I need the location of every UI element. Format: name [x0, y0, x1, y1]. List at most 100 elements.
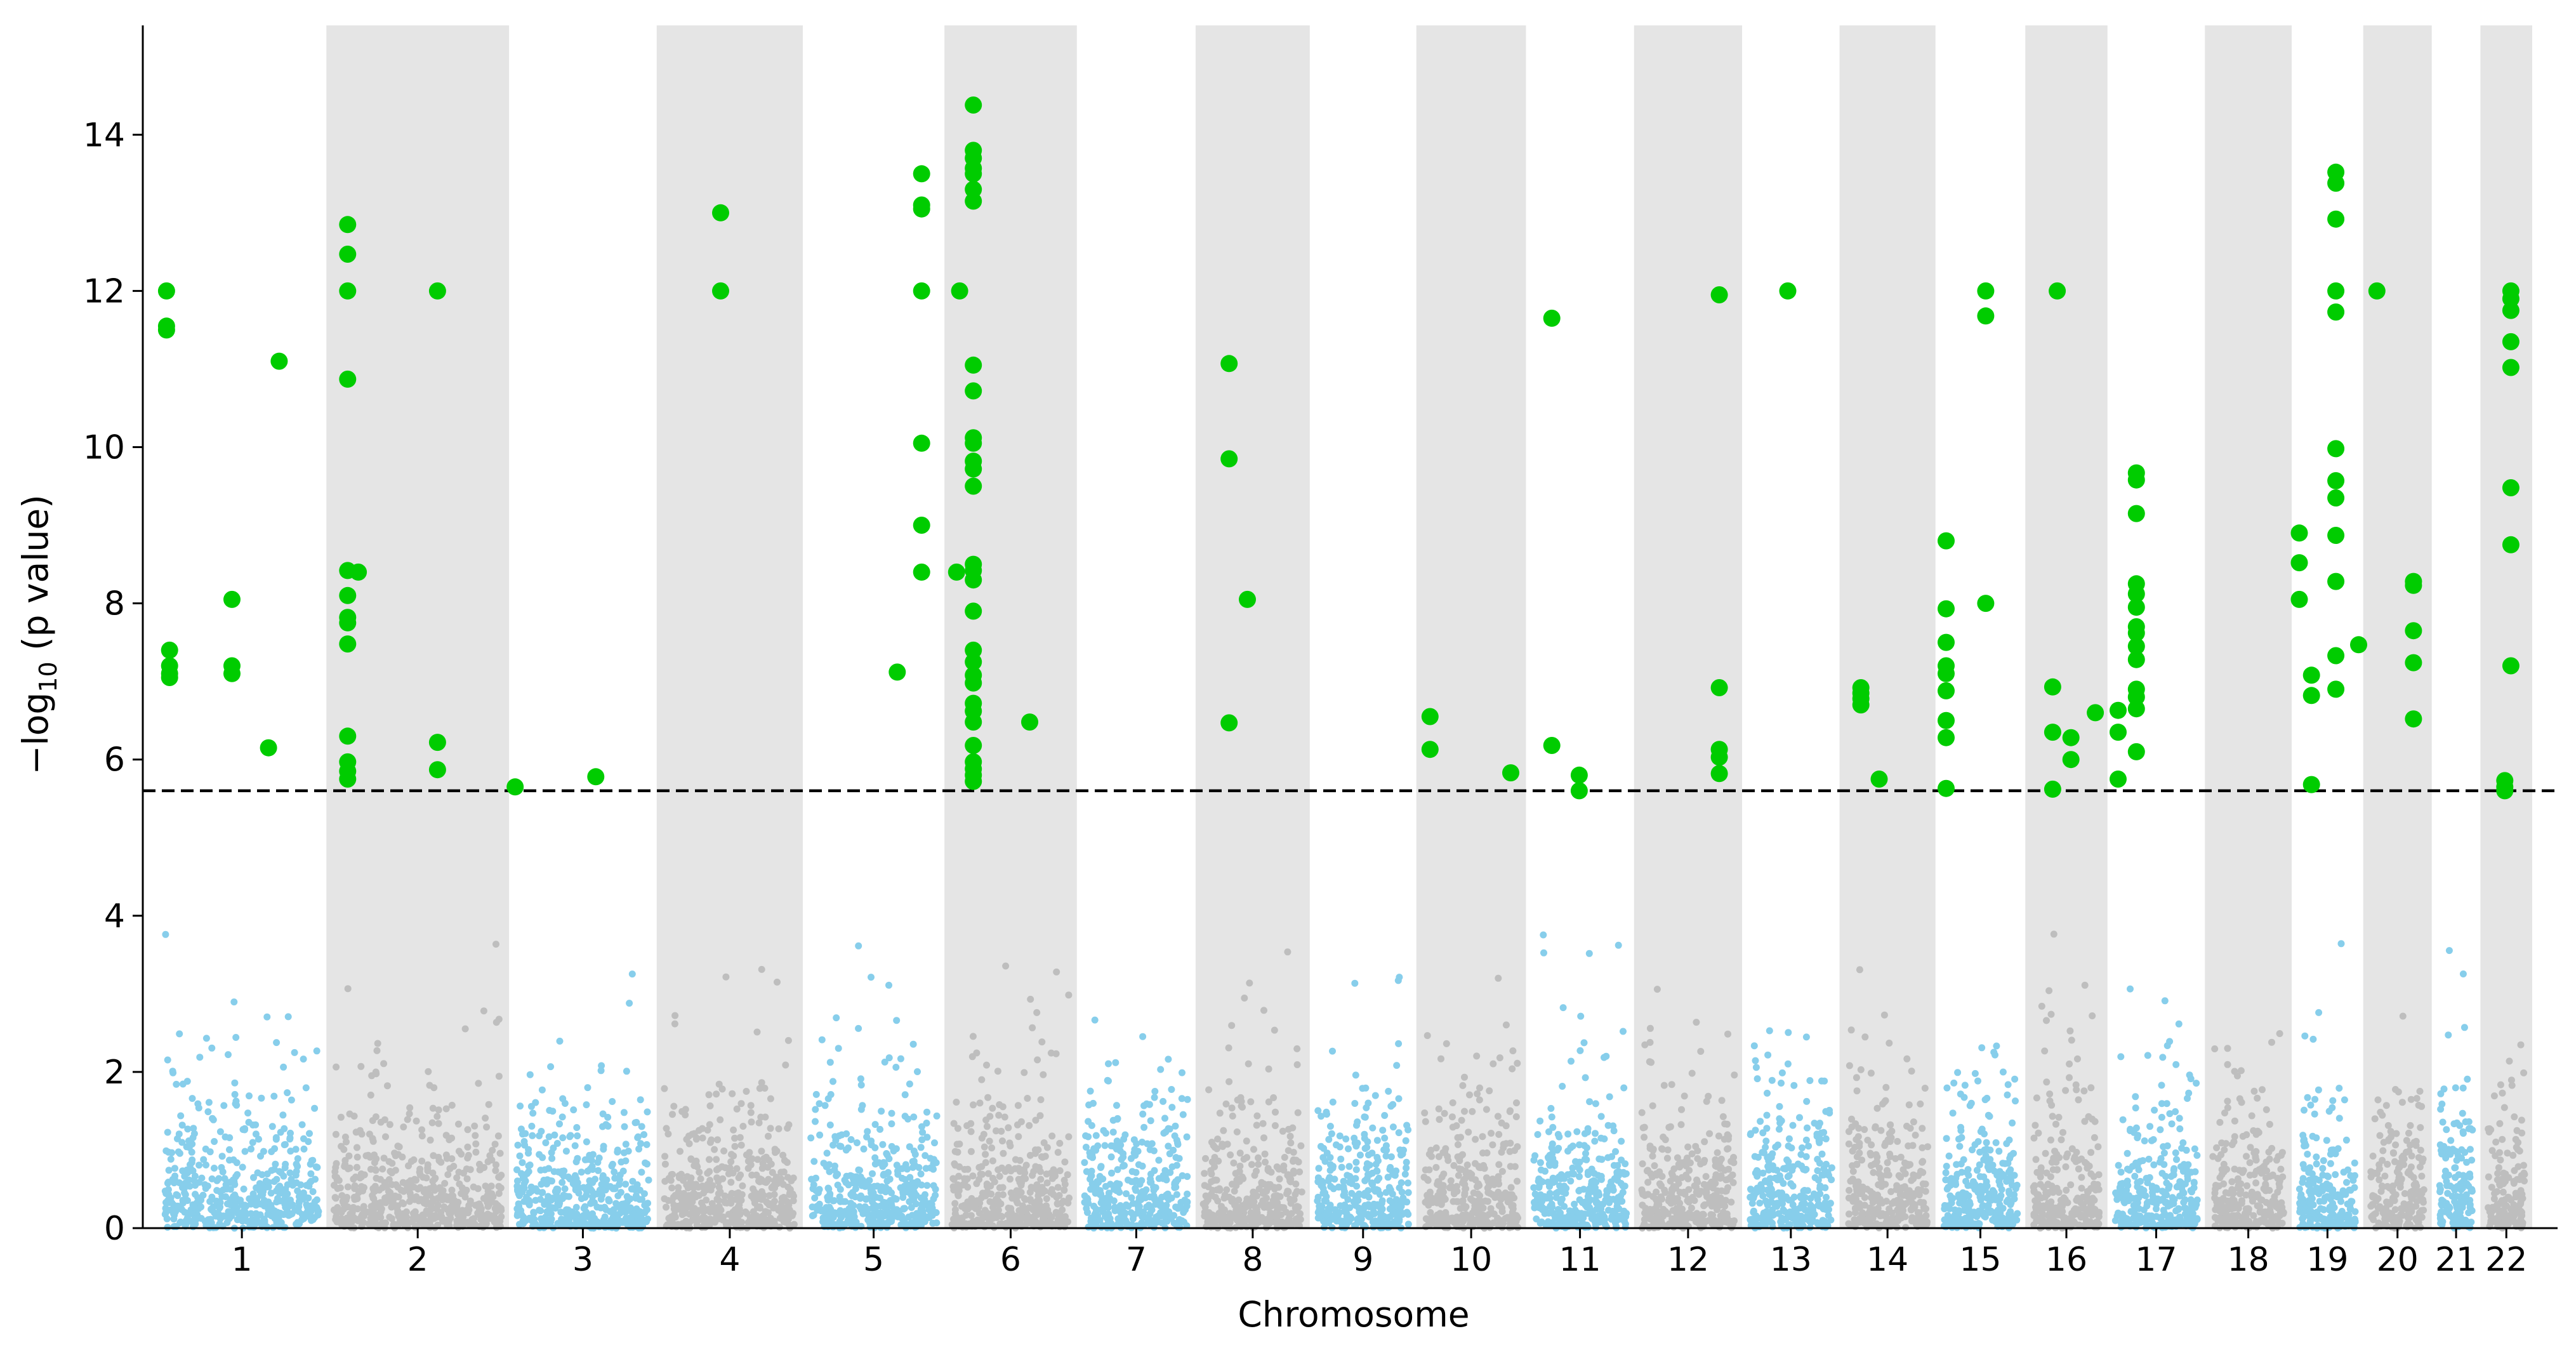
background-point: [525, 1214, 533, 1222]
background-point: [812, 1090, 820, 1098]
background-point: [1440, 1215, 1448, 1222]
background-point: [1219, 1141, 1226, 1148]
background-point: [910, 1113, 918, 1121]
background-point: [1764, 1051, 1772, 1059]
background-point: [595, 1155, 603, 1161]
background-point: [516, 1152, 524, 1160]
background-point: [1512, 1214, 1520, 1222]
background-point: [829, 1078, 836, 1085]
background-point: [1574, 1163, 1582, 1171]
background-point: [1778, 1214, 1786, 1222]
background-point: [583, 1138, 590, 1146]
background-point: [996, 1200, 1004, 1208]
background-point: [1425, 1166, 1433, 1174]
background-point: [1248, 1161, 1255, 1168]
background-point: [1681, 1092, 1688, 1100]
background-point: [1015, 1192, 1022, 1199]
background-point: [812, 1106, 819, 1113]
background-point: [1757, 1118, 1764, 1125]
background-point: [1127, 1209, 1135, 1217]
background-point: [394, 1142, 402, 1150]
background-point: [1163, 1194, 1171, 1201]
background-point: [216, 1128, 224, 1135]
background-point: [1151, 1094, 1158, 1101]
background-point: [446, 1165, 454, 1172]
background-point: [596, 1186, 604, 1194]
background-point: [1530, 1184, 1538, 1191]
background-point: [377, 1199, 385, 1207]
background-point: [731, 1142, 739, 1150]
background-point: [1617, 1193, 1624, 1200]
background-point: [1245, 1060, 1252, 1068]
background-point: [954, 1191, 961, 1198]
background-point: [826, 1122, 834, 1128]
background-point: [1135, 1161, 1142, 1168]
background-point: [1484, 1198, 1491, 1205]
background-point: [894, 1208, 902, 1215]
background-point: [386, 1198, 394, 1205]
background-point: [1142, 1194, 1149, 1201]
background-point: [704, 1127, 711, 1134]
background-point: [949, 1183, 957, 1191]
background-point: [250, 1174, 257, 1181]
background-point: [843, 1211, 850, 1219]
background-point: [1232, 1170, 1239, 1177]
background-point: [1118, 1210, 1125, 1217]
background-point: [1179, 1111, 1187, 1118]
background-point: [418, 1126, 426, 1134]
background-point: [1466, 1091, 1473, 1099]
chromosome-band-6: [944, 25, 1077, 1228]
background-point: [1601, 1135, 1608, 1142]
background-point: [246, 1092, 253, 1100]
background-point: [162, 930, 169, 938]
background-point: [697, 1175, 704, 1182]
background-point: [179, 1167, 187, 1175]
background-point: [1214, 1135, 1222, 1143]
background-point: [1748, 1200, 1756, 1207]
background-point: [1317, 1205, 1324, 1213]
background-point: [164, 1179, 171, 1187]
background-point: [574, 1179, 581, 1186]
background-point: [950, 1120, 958, 1127]
background-point: [1260, 1007, 1267, 1014]
background-point: [1552, 1175, 1560, 1182]
background-point: [482, 1221, 490, 1228]
background-point: [753, 1028, 761, 1036]
background-point: [1496, 1054, 1503, 1062]
background-point: [1018, 1208, 1026, 1216]
background-point: [849, 1173, 857, 1181]
background-point: [893, 1161, 901, 1169]
background-point: [204, 1108, 212, 1116]
background-point: [759, 1160, 767, 1167]
background-point: [1476, 1096, 1483, 1104]
background-point: [809, 1203, 816, 1211]
background-point: [402, 1217, 409, 1225]
background-point: [1665, 1123, 1673, 1131]
background-point: [1323, 1149, 1331, 1157]
background-point: [1043, 1179, 1051, 1187]
background-point: [1496, 1201, 1504, 1209]
background-point: [1235, 1196, 1243, 1204]
background-point: [371, 1182, 379, 1190]
background-point: [1024, 1095, 1031, 1102]
background-point: [1081, 1159, 1088, 1167]
background-point: [1582, 1074, 1589, 1082]
background-point: [723, 1221, 731, 1229]
background-point: [1247, 1098, 1255, 1106]
background-point: [1762, 1144, 1769, 1151]
background-point: [1468, 1174, 1476, 1182]
background-point: [1750, 1042, 1758, 1050]
background-point: [611, 1168, 618, 1175]
background-point: [1707, 1211, 1715, 1219]
background-point: [1449, 1099, 1456, 1106]
chromosome-bands: [326, 25, 2532, 1228]
background-point: [777, 1168, 785, 1176]
background-point: [1678, 1106, 1685, 1113]
background-point: [595, 1167, 602, 1174]
background-point: [1225, 1193, 1233, 1201]
background-point: [442, 1151, 450, 1159]
background-point: [618, 1158, 625, 1166]
background-point: [1091, 1016, 1099, 1024]
background-point: [914, 1068, 921, 1075]
background-point: [1105, 1077, 1112, 1085]
